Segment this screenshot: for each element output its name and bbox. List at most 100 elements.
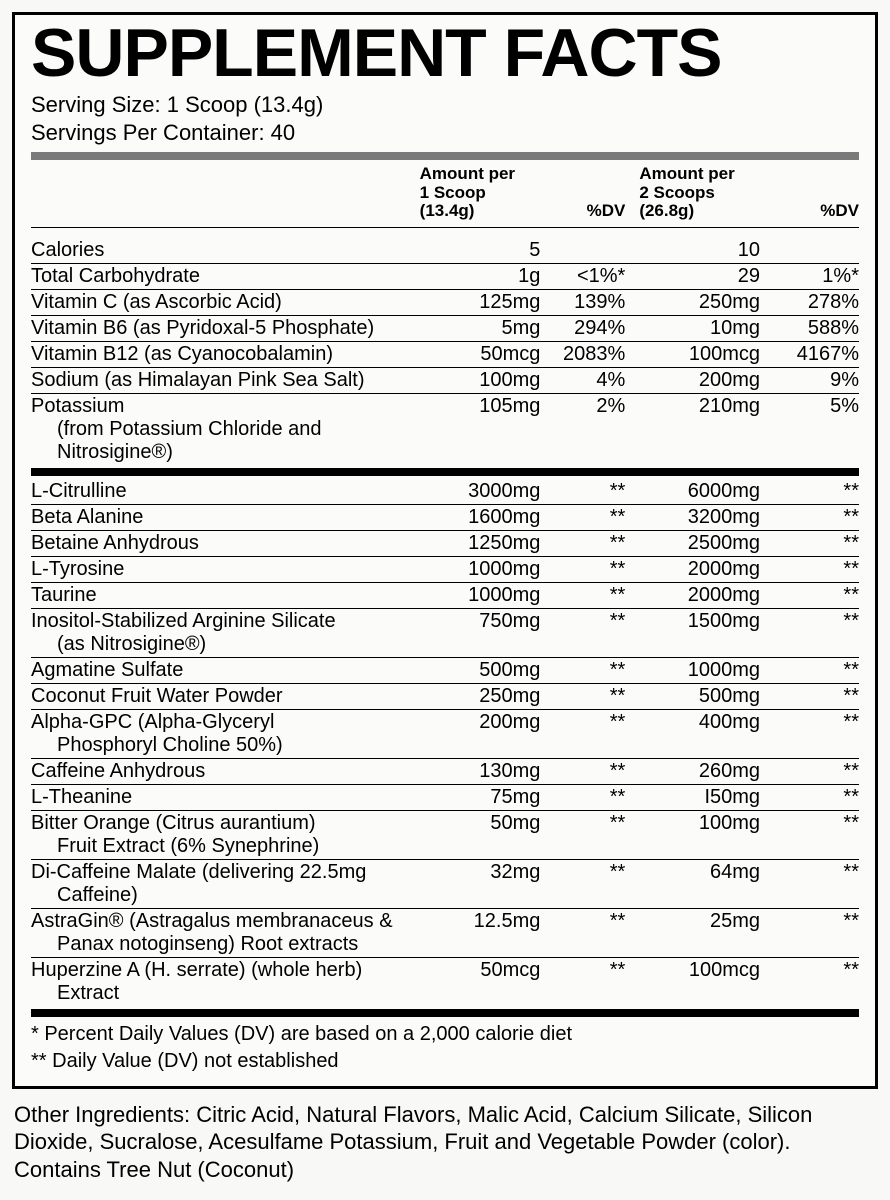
dv-1: 4% — [546, 367, 639, 393]
amount-2: 1000mg — [639, 657, 766, 683]
supplement-facts-panel: SUPPLEMENT FACTS Serving Size: 1 Scoop (… — [12, 12, 878, 1089]
col-dv2: %DV — [820, 201, 859, 220]
dv-1: ** — [546, 859, 639, 908]
nutrient-name: Calories — [31, 238, 420, 264]
dv-1 — [546, 238, 639, 264]
dv-2: ** — [766, 957, 859, 1006]
nutrient-subtext: (as Nitrosigine®) — [31, 633, 420, 656]
dv-1: ** — [546, 810, 639, 859]
table-row: Coconut Fruit Water Powder250mg**500mg** — [31, 683, 859, 709]
nutrient-name: Di-Caffeine Malate (delivering 22.5mgCaf… — [31, 859, 420, 908]
amount-1: 1600mg — [420, 504, 547, 530]
amount-1: 500mg — [420, 657, 547, 683]
dv-1: ** — [546, 683, 639, 709]
servings-per-container: Servings Per Container: 40 — [31, 119, 859, 147]
nutrient-subtext: (from Potassium Chloride and Nitrosigine… — [31, 418, 420, 464]
nutrient-name: Vitamin B12 (as Cyanocobalamin) — [31, 341, 420, 367]
table-row: L-Citrulline3000mg**6000mg** — [31, 479, 859, 505]
table-row: Agmatine Sulfate500mg**1000mg** — [31, 657, 859, 683]
col-amt1-line1: Amount per — [420, 164, 515, 183]
col-amt1-line2: 1 Scoop (13.4g) — [420, 183, 486, 221]
amount-2: 100mcg — [639, 957, 766, 1006]
amount-1: 50mg — [420, 810, 547, 859]
dv-2: ** — [766, 530, 859, 556]
nutrient-name: Potassium(from Potassium Chloride and Ni… — [31, 393, 420, 465]
divider-thick-black-2 — [31, 1009, 859, 1017]
amount-2: 25mg — [639, 908, 766, 957]
table-row: Vitamin C (as Ascorbic Acid)125mg139%250… — [31, 289, 859, 315]
table-row: Taurine1000mg**2000mg** — [31, 582, 859, 608]
table-row: Calories510 — [31, 238, 859, 264]
nutrient-name: Beta Alanine — [31, 504, 420, 530]
nutrient-name: Taurine — [31, 582, 420, 608]
col-amt2-line1: Amount per — [639, 164, 734, 183]
dv-2: ** — [766, 810, 859, 859]
divider-thick-black-1 — [31, 468, 859, 476]
amount-1: 105mg — [420, 393, 547, 465]
nutrient-name: Vitamin C (as Ascorbic Acid) — [31, 289, 420, 315]
amount-2: 100mcg — [639, 341, 766, 367]
nutrient-name: Bitter Orange (Citrus aurantium)Fruit Ex… — [31, 810, 420, 859]
amount-2: 2000mg — [639, 556, 766, 582]
table-row: L-Theanine75mg**I50mg** — [31, 784, 859, 810]
nutrient-name: L-Theanine — [31, 784, 420, 810]
dv-2: ** — [766, 657, 859, 683]
dv-1: ** — [546, 608, 639, 657]
dv-2: ** — [766, 556, 859, 582]
amount-2: 10 — [639, 238, 766, 264]
table-row: Bitter Orange (Citrus aurantium)Fruit Ex… — [31, 810, 859, 859]
table-row: Betaine Anhydrous1250mg**2500mg** — [31, 530, 859, 556]
dv-2: ** — [766, 504, 859, 530]
amount-1: 1000mg — [420, 556, 547, 582]
dv-2 — [766, 238, 859, 264]
amount-2: 260mg — [639, 758, 766, 784]
dv-1: ** — [546, 504, 639, 530]
amount-2: 64mg — [639, 859, 766, 908]
col-dv1: %DV — [587, 201, 626, 220]
amount-1: 1g — [420, 263, 547, 289]
amount-2: 6000mg — [639, 479, 766, 505]
facts-table: Amount per 1 Scoop (13.4g) %DV Amount pe… — [31, 164, 859, 1020]
table-row: Total Carbohydrate1g<1%*291%* — [31, 263, 859, 289]
nutrient-subtext: Fruit Extract (6% Synephrine) — [31, 835, 420, 858]
nutrient-name: AstraGin® (Astragalus membranaceus &Pana… — [31, 908, 420, 957]
table-row: Potassium(from Potassium Chloride and Ni… — [31, 393, 859, 465]
nutrient-name: Vitamin B6 (as Pyridoxal-5 Phosphate) — [31, 315, 420, 341]
dv-2: 278% — [766, 289, 859, 315]
table-row: Beta Alanine1600mg**3200mg** — [31, 504, 859, 530]
dv-1: 2% — [546, 393, 639, 465]
dv-2: 588% — [766, 315, 859, 341]
table-row: Vitamin B6 (as Pyridoxal-5 Phosphate)5mg… — [31, 315, 859, 341]
nutrient-name: Agmatine Sulfate — [31, 657, 420, 683]
amount-2: 29 — [639, 263, 766, 289]
table-row: Sodium (as Himalayan Pink Sea Salt)100mg… — [31, 367, 859, 393]
dv-2: ** — [766, 859, 859, 908]
dv-2: ** — [766, 683, 859, 709]
footnote-2: ** Daily Value (DV) not established — [31, 1047, 859, 1074]
table-row: Huperzine A (H. serrate) (whole herb)Ext… — [31, 957, 859, 1006]
dv-1: 2083% — [546, 341, 639, 367]
dv-2: ** — [766, 784, 859, 810]
amount-2: 250mg — [639, 289, 766, 315]
dv-2: ** — [766, 709, 859, 758]
dv-1: ** — [546, 758, 639, 784]
dv-2: ** — [766, 479, 859, 505]
panel-title: SUPPLEMENT FACTS — [31, 19, 859, 87]
amount-1: 5mg — [420, 315, 547, 341]
table-row: Di-Caffeine Malate (delivering 22.5mgCaf… — [31, 859, 859, 908]
nutrient-subtext: Extract — [31, 982, 420, 1005]
dv-2: 1%* — [766, 263, 859, 289]
amount-1: 1250mg — [420, 530, 547, 556]
dv-1: <1%* — [546, 263, 639, 289]
amount-2: 100mg — [639, 810, 766, 859]
nutrient-name: Total Carbohydrate — [31, 263, 420, 289]
nutrient-name: Betaine Anhydrous — [31, 530, 420, 556]
nutrient-name: Sodium (as Himalayan Pink Sea Salt) — [31, 367, 420, 393]
dv-1: ** — [546, 908, 639, 957]
table-row: Alpha-GPC (Alpha-GlycerylPhosphoryl Chol… — [31, 709, 859, 758]
amount-2: 500mg — [639, 683, 766, 709]
nutrient-subtext: Panax notoginseng) Root extracts — [31, 933, 420, 956]
amount-1: 1000mg — [420, 582, 547, 608]
table-header-row: Amount per 1 Scoop (13.4g) %DV Amount pe… — [31, 164, 859, 228]
amount-2: 400mg — [639, 709, 766, 758]
